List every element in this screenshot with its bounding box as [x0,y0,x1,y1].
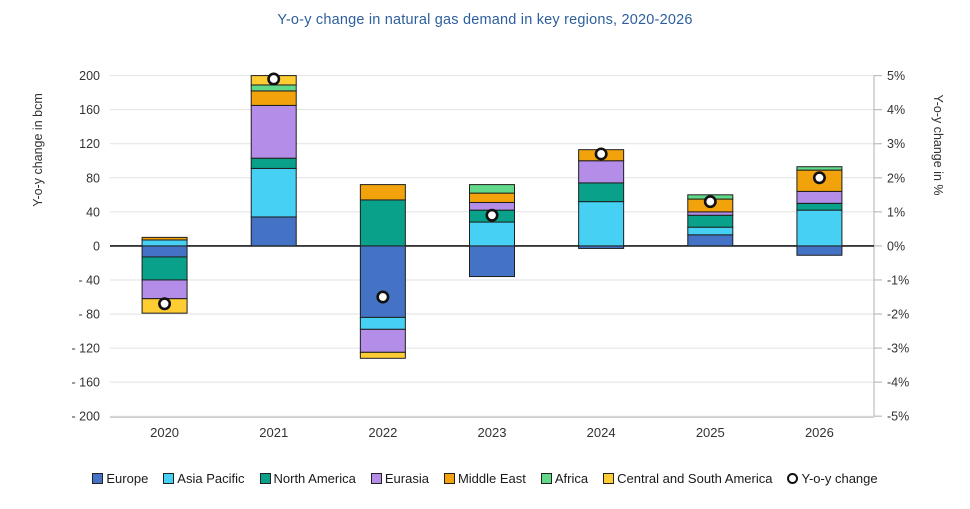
right-axis-title: Y-o-y change in % [931,95,945,196]
legend-swatch-eurasia [370,473,382,484]
legend-swatch-asia-pacific [163,473,175,484]
right-tick-label: -4% [887,376,909,390]
legend-label: Africa [554,471,589,486]
left-tick-label: - 40 [78,273,100,287]
bar-segment-north-america-2022 [359,199,406,247]
legend-label: Asia Pacific [177,471,245,486]
legend-item-north-america: North America [259,471,356,486]
bar-segment-europe-2021 [250,216,297,247]
left-tick-label: 120 [79,137,100,151]
bar-segment-north-america-2025 [687,214,734,228]
bar-segment-africa-2026 [796,166,843,171]
legend-label: Middle East [457,471,526,486]
legend-swatch-middle-east [443,473,455,484]
bar-segment-eurasia-2024 [578,160,625,184]
bar-segment-central-and-south-america-2022 [359,351,406,359]
bar-segment-asia-pacific-2020 [141,239,188,247]
legend-marker-circle-icon [787,473,799,484]
bar-segment-africa-2023 [469,184,515,194]
bar-segment-asia-pacific-2026 [796,209,843,247]
right-tick-label: -3% [887,342,909,356]
bar-segment-asia-pacific-2025 [687,226,734,236]
legend-label: Eurasia [384,471,429,486]
left-tick-label: 80 [86,171,100,185]
bar-segment-eurasia-2022 [359,328,406,353]
legend-item-africa: Africa [540,471,589,486]
x-tick-label: 2022 [368,425,397,440]
yoy-marker-2025 [703,195,717,209]
right-tick-label: 4% [887,103,905,117]
legend-item-asia-pacific: Asia Pacific [163,471,245,486]
left-tick-label: - 200 [72,410,101,424]
legend-item-yoy-change: Y-o-y change [787,471,878,486]
bar-segment-eurasia-2021 [250,104,297,159]
legend-label: Y-o-y change [801,471,878,486]
yoy-marker-2021 [267,72,281,86]
yoy-marker-2024 [594,147,608,161]
legend-label: North America [273,471,356,486]
x-tick-label: 2020 [150,425,179,440]
bar-segment-middle-east-2022 [359,184,406,201]
left-axis-title: Y-o-y change in bcm [31,93,45,207]
bar-segment-asia-pacific-2023 [469,221,515,247]
left-tick-label: 200 [79,69,100,83]
right-tick-label: 5% [887,69,905,83]
x-tick-label: 2026 [805,425,834,440]
yoy-marker-2026 [812,171,826,185]
yoy-marker-2023 [485,208,499,222]
legend-item-europe: Europe [92,471,148,486]
left-tick-label: - 80 [78,308,100,322]
bar-segment-europe-2020 [141,245,188,258]
legend-item-middle-east: Middle East [443,471,526,486]
bar-segment-eurasia-2020 [141,279,188,300]
right-tick-label: -1% [887,273,909,287]
x-tick-label: 2021 [259,425,288,440]
bar-segment-europe-2025 [687,234,734,247]
left-tick-label: 160 [79,103,100,117]
bar-segment-africa-2021 [250,84,297,92]
bar-segment-north-america-2026 [796,202,843,211]
bar-segment-asia-pacific-2022 [359,316,406,330]
legend-item-eurasia: Eurasia [370,471,429,486]
yoy-marker-2022 [376,290,390,304]
bar-segment-eurasia-2026 [796,190,843,204]
bar-segment-north-america-2021 [250,157,297,169]
right-tick-label: 1% [887,205,905,219]
bar-segment-asia-pacific-2024 [578,201,625,247]
right-tick-label: 3% [887,137,905,151]
legend-swatch-central-and-south-america [603,473,615,484]
left-tick-label: 40 [86,205,100,219]
legend-label: Central and South America [617,471,773,486]
legend-swatch-europe [92,473,104,484]
legend-label: Europe [106,471,149,486]
right-tick-label: -5% [887,410,909,424]
bar-segment-north-america-2024 [578,182,625,203]
left-tick-label: 0 [93,239,100,253]
chart-title: Y-o-y change in natural gas demand in ke… [277,12,693,28]
legend-swatch-africa [540,473,552,484]
chart-legend: Europe Asia Pacific North America Eurasia Mi… [0,471,970,486]
yoy-marker-2020 [158,297,172,311]
bar-segment-europe-2023 [469,245,515,278]
right-tick-label: 2% [887,171,905,185]
left-tick-label: - 160 [72,376,101,390]
bar-segment-north-america-2020 [141,256,188,281]
x-tick-label: 2025 [696,425,725,440]
legend-item-central-and-south-america: Central and South America [603,471,772,486]
bar-segment-middle-east-2021 [250,90,297,106]
right-tick-label: -2% [887,308,909,322]
left-tick-label: - 120 [72,342,101,356]
bar-segment-middle-east-2023 [469,192,515,203]
x-tick-label: 2024 [587,425,616,440]
right-tick-label: 0% [887,239,905,253]
bar-segment-europe-2026 [796,245,843,256]
bar-segment-asia-pacific-2021 [250,167,297,218]
bar-segment-middle-east-2020 [141,236,188,241]
bar-segment-eurasia-2025 [687,211,734,216]
x-tick-label: 2023 [478,425,507,440]
legend-swatch-north-america [259,473,271,484]
bar-segment-europe-2022 [359,245,406,318]
